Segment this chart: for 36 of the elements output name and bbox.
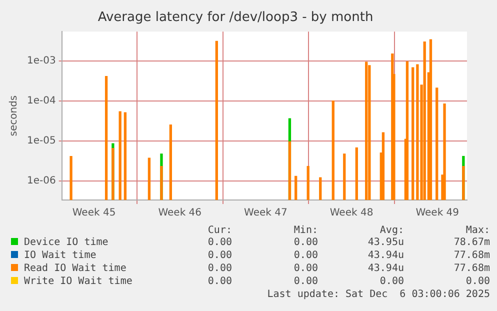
text: 43.94u (366, 262, 404, 275)
text: 78.67m (452, 236, 490, 249)
text: 0.00 (464, 275, 490, 288)
chart-title: Average latency for /dev/loop3 - by month (98, 10, 374, 26)
y-axis-title: seconds (8, 95, 20, 136)
text: 77.68m (452, 249, 490, 262)
legend-label: Write IO Wait time (23, 275, 134, 288)
text: 43.94u (366, 249, 404, 262)
text: Max: (464, 224, 490, 236)
y-tick-label: 1e-05 (26, 135, 56, 146)
text: 0.00 (292, 262, 318, 275)
legend-label: Device IO time (23, 236, 110, 249)
text: 0.00 (206, 236, 232, 249)
text: 77.68m (452, 262, 490, 275)
text: 0.00 (206, 262, 232, 275)
text: 43.95u (366, 236, 404, 249)
x-tick-label: Week 49 (416, 208, 460, 219)
text: 0.00 (378, 275, 404, 288)
text: 0.00 (206, 275, 232, 288)
x-tick-label: Week 47 (244, 208, 288, 219)
x-tick-label: Week 45 (72, 208, 116, 219)
text: Avg: (378, 224, 404, 236)
text: Min: (292, 224, 318, 236)
x-tick-label: Week 46 (158, 208, 202, 219)
x-tick-label: Week 48 (330, 208, 374, 219)
text: 0.00 (292, 236, 318, 249)
text: 0.00 (292, 275, 318, 288)
legend-label: Read IO Wait time (23, 262, 128, 275)
text: 0.00 (292, 249, 318, 262)
text: 0.00 (206, 249, 232, 262)
y-tick-label: 1e-04 (26, 95, 56, 106)
text: Cur: (206, 224, 232, 236)
legend-label: IO Wait time (23, 249, 98, 262)
y-tick-label: 1e-03 (26, 55, 56, 66)
text: Last update: Sat Dec 6 03:00:06 2025 (266, 288, 490, 300)
y-tick-label: 1e-06 (26, 175, 56, 186)
